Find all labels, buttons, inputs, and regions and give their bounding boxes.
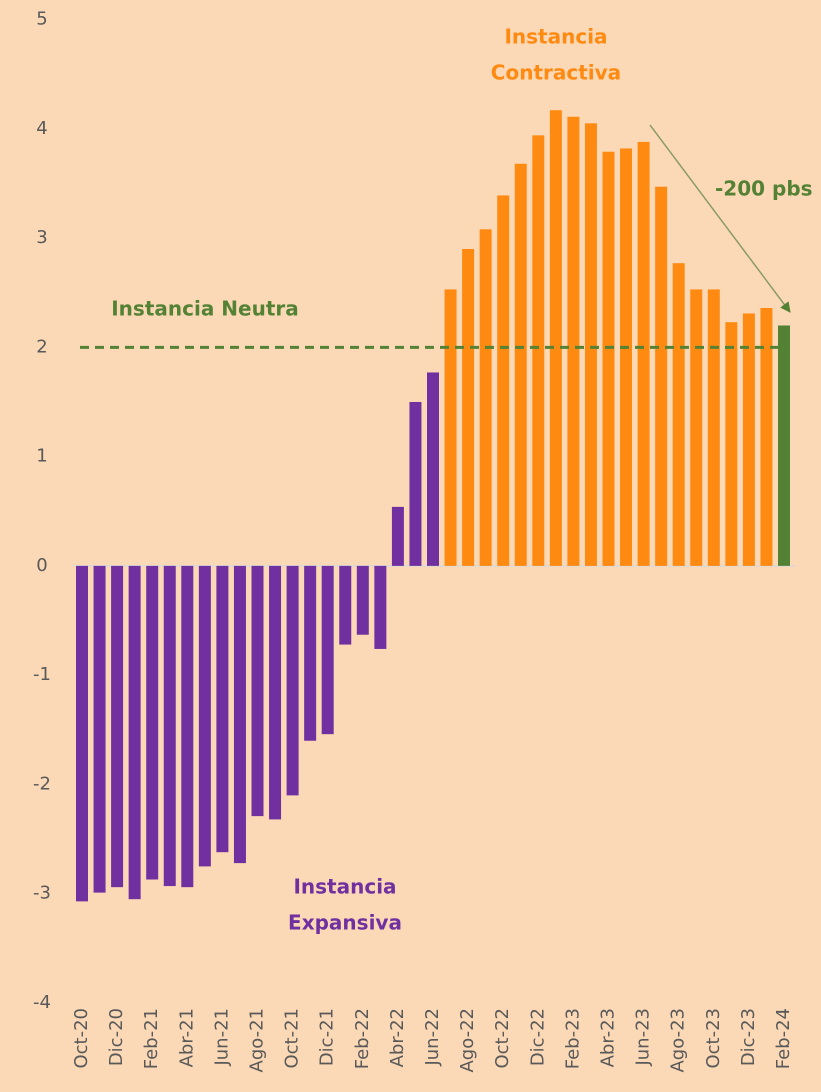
bar xyxy=(374,565,387,649)
x-tick-label: Abr-23 xyxy=(598,1008,619,1067)
bar xyxy=(339,565,352,645)
x-tick-label: Oct-20 xyxy=(71,1008,92,1069)
bar xyxy=(690,289,703,566)
bar xyxy=(304,565,317,741)
bar xyxy=(198,565,211,867)
bar xyxy=(427,372,439,566)
bar xyxy=(742,313,755,566)
x-tick-label: Dic-23 xyxy=(738,1008,759,1066)
y-tick-label: -1 xyxy=(33,664,51,685)
y-tick-label: -2 xyxy=(33,773,51,794)
bar xyxy=(602,151,615,566)
bar xyxy=(620,148,633,566)
bar xyxy=(286,565,299,796)
bar xyxy=(233,565,246,864)
annotation: Contractiva xyxy=(491,61,621,85)
x-tick-label: Dic-20 xyxy=(106,1008,127,1066)
y-tick-label: 2 xyxy=(36,336,47,357)
annotation: Instancia xyxy=(293,875,396,899)
x-tick-label: Feb-23 xyxy=(562,1008,583,1069)
bar xyxy=(462,248,475,566)
bar xyxy=(778,325,790,566)
y-tick-label: 3 xyxy=(36,227,47,248)
x-tick-label: Ago-21 xyxy=(247,1008,268,1073)
x-tick-label: Abr-22 xyxy=(387,1008,408,1067)
y-tick-label: 1 xyxy=(36,446,47,467)
arrow xyxy=(649,124,791,313)
x-tick-label: Oct-21 xyxy=(282,1008,303,1069)
x-tick-label: Jun-23 xyxy=(633,1008,654,1067)
x-tick-label: Dic-21 xyxy=(317,1008,338,1066)
x-tick-label: Jun-22 xyxy=(422,1008,443,1067)
bar xyxy=(497,195,510,566)
x-tick-label: Oct-23 xyxy=(703,1008,724,1069)
bar xyxy=(532,135,545,566)
bar xyxy=(251,565,264,817)
bar xyxy=(93,565,106,893)
bar xyxy=(356,565,369,635)
x-tick-label: Jun-21 xyxy=(211,1008,232,1067)
bar xyxy=(514,163,527,566)
bar xyxy=(76,565,88,902)
bar xyxy=(637,141,650,566)
bar xyxy=(409,401,422,566)
y-tick-label: 0 xyxy=(36,555,47,576)
x-tick-label: Feb-24 xyxy=(773,1008,794,1069)
bar xyxy=(655,186,668,566)
bar xyxy=(163,565,176,887)
bar xyxy=(391,506,404,566)
bar xyxy=(269,565,282,820)
bar xyxy=(549,110,562,566)
y-tick-label: -4 xyxy=(33,992,51,1013)
bar xyxy=(128,565,141,900)
bar xyxy=(760,307,773,566)
bar xyxy=(567,116,580,566)
x-tick-label: Ago-23 xyxy=(668,1008,689,1073)
bar xyxy=(584,123,597,566)
bar xyxy=(181,565,194,888)
bar xyxy=(216,565,229,853)
bar xyxy=(672,263,685,566)
bar xyxy=(707,289,720,566)
annotation: Instancia Neutra xyxy=(111,297,299,321)
x-tick-label: Ago-22 xyxy=(457,1008,478,1073)
y-tick-label: 5 xyxy=(36,9,47,30)
bar xyxy=(725,322,738,566)
y-tick-label: 4 xyxy=(36,118,47,139)
x-tick-label: Feb-21 xyxy=(141,1008,162,1069)
y-tick-label: -3 xyxy=(33,883,51,904)
bar xyxy=(146,565,159,880)
x-tick-label: Oct-22 xyxy=(492,1008,513,1069)
x-tick-label: Abr-21 xyxy=(176,1008,197,1067)
bar xyxy=(111,565,124,888)
x-tick-label: Dic-22 xyxy=(527,1008,548,1066)
bar xyxy=(444,289,457,566)
x-tick-label: Feb-22 xyxy=(352,1008,373,1069)
annotation: Expansiva xyxy=(288,911,402,935)
annotation: -200 pbs xyxy=(715,177,813,201)
bar xyxy=(321,565,334,735)
annotation: Instancia xyxy=(504,25,607,49)
bar xyxy=(479,229,492,566)
